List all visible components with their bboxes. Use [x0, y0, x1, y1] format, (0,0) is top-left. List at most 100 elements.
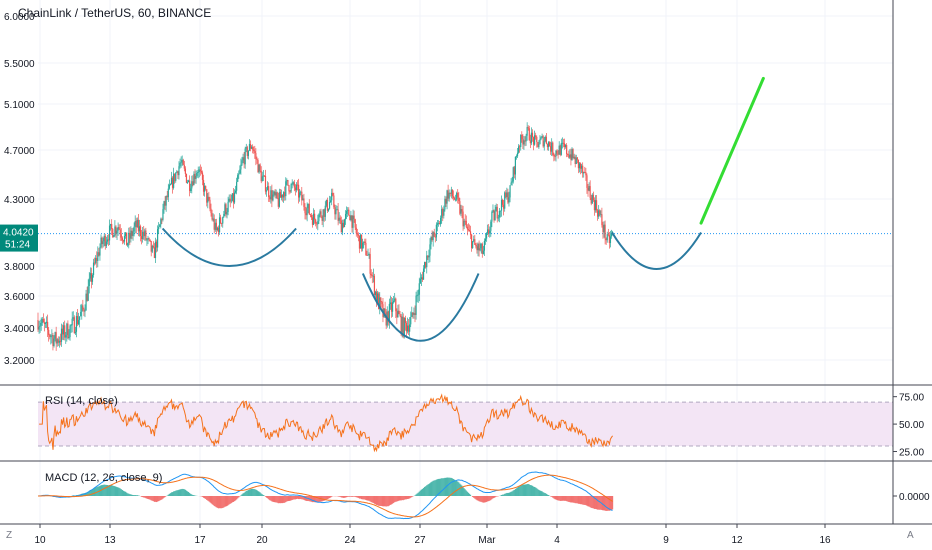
candle-body: [137, 219, 139, 232]
candle-body: [393, 300, 395, 303]
auto-scale-button[interactable]: A: [907, 530, 914, 541]
macd-histogram-bar: [568, 496, 570, 502]
macd-histogram-bar: [518, 486, 520, 496]
candle-body: [604, 224, 606, 239]
macd-histogram-bar: [584, 496, 586, 505]
candle-body: [388, 303, 390, 323]
candle-body: [478, 243, 480, 251]
candle-body: [431, 237, 433, 241]
macd-histogram-bar: [171, 492, 174, 496]
candle-body: [371, 275, 373, 277]
candle-body: [259, 164, 261, 171]
macd-histogram-bar: [340, 496, 342, 498]
macd-histogram-bar: [389, 496, 392, 505]
candle-body: [419, 278, 421, 284]
macd-histogram-bar: [515, 488, 518, 496]
candle-body: [288, 185, 290, 192]
candle-body: [493, 210, 495, 221]
candle-body: [477, 243, 479, 251]
candle-body: [518, 146, 520, 153]
candle-body: [183, 164, 185, 169]
candle-body: [207, 196, 209, 203]
macd-histogram-bar: [552, 496, 554, 498]
candle-body: [564, 145, 567, 148]
macd-histogram-bar: [157, 496, 159, 502]
candle-body: [406, 325, 409, 332]
candle-body: [551, 142, 553, 152]
candle-body: [331, 192, 333, 201]
candle-body: [205, 185, 207, 190]
candle-body: [550, 146, 552, 152]
macd-histogram-bar: [544, 493, 546, 496]
candle-body: [513, 167, 515, 175]
macd-histogram-bar: [126, 492, 128, 496]
candle-body: [491, 211, 493, 222]
macd-histogram-bar: [520, 485, 522, 496]
macd-histogram-bar: [223, 496, 225, 508]
candle-body: [50, 336, 52, 338]
macd-histogram-bar: [388, 496, 390, 506]
candle-body: [120, 234, 122, 238]
macd-histogram-bar: [213, 496, 215, 506]
candle-body: [128, 232, 130, 244]
candle-body: [319, 211, 321, 215]
candle-body: [209, 199, 211, 209]
macd-histogram-bar: [467, 492, 470, 496]
candle-body: [52, 335, 54, 346]
macd-histogram-bar: [412, 496, 414, 497]
macd-histogram-bar: [229, 496, 231, 504]
macd-histogram-bar: [395, 496, 397, 502]
macd-histogram-bar: [524, 484, 526, 496]
candle-body: [378, 293, 380, 310]
macd-histogram-bar: [238, 496, 240, 498]
price-candles[interactable]: [37, 122, 614, 351]
rsi-label: RSI (14, close): [45, 395, 118, 407]
candle-body: [483, 240, 486, 251]
candle-body: [499, 210, 502, 212]
candle-body: [149, 239, 151, 242]
macd-histogram-bar: [278, 496, 280, 504]
macd-histogram-bar: [309, 496, 311, 502]
candle-body: [180, 162, 182, 164]
macd-histogram-bar: [185, 490, 188, 496]
macd-histogram-bar: [108, 485, 111, 496]
candle-body: [160, 219, 162, 225]
macd-histogram-bar: [83, 493, 85, 496]
candle-body: [55, 332, 57, 344]
candle-body: [609, 236, 612, 244]
candle-body: [158, 226, 160, 230]
macd-histogram-bar: [348, 496, 350, 497]
macd-histogram-bar: [337, 496, 339, 497]
candle-body: [487, 229, 489, 234]
candle-body: [260, 170, 262, 182]
macd-histogram-bar: [586, 496, 588, 506]
macd-histogram-bar: [339, 496, 341, 497]
candle-body: [185, 173, 188, 183]
candle-body: [610, 233, 613, 237]
macd-histogram-bar: [397, 496, 399, 502]
macd-histogram-bar: [90, 489, 92, 496]
candle-body: [226, 211, 228, 215]
candle-body: [169, 184, 172, 186]
candle-body: [429, 244, 431, 256]
macd-histogram-bar: [160, 496, 162, 501]
candle-body: [337, 209, 339, 221]
macd-histogram-bar: [522, 484, 524, 496]
candle-body: [379, 297, 381, 310]
zoom-icon[interactable]: Z: [6, 530, 13, 541]
macd-histogram-bar: [191, 494, 193, 496]
macd-histogram-bar: [382, 496, 384, 507]
candle-body: [76, 316, 79, 325]
candle-body: [324, 205, 326, 217]
candle-body: [501, 199, 504, 205]
candle-body: [215, 222, 217, 230]
candle-body: [150, 241, 152, 252]
candle-body: [83, 309, 85, 312]
macd-histogram-bar: [264, 496, 267, 497]
macd-histogram-bar: [460, 484, 462, 496]
macd-histogram-bar: [591, 496, 593, 509]
macd-histogram-bar: [271, 496, 273, 502]
macd-histogram-bar: [162, 496, 164, 499]
macd-histogram-bar: [435, 479, 437, 496]
